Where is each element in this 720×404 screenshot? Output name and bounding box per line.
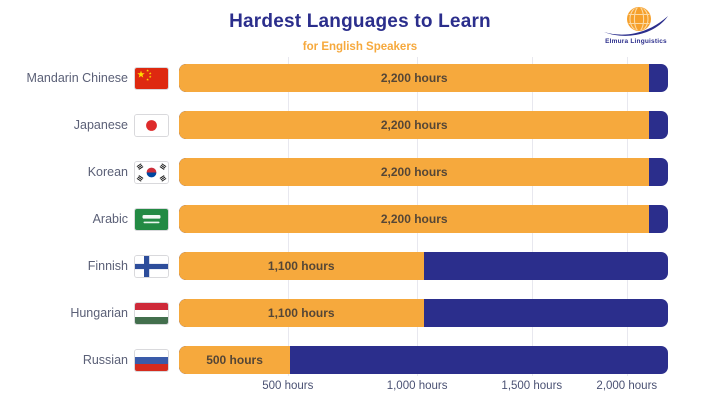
language-label: Mandarin Chinese [26, 71, 128, 85]
bar-fill [179, 346, 291, 374]
language-label: Japanese [73, 118, 128, 132]
language-row: Hungarian 1,100 hours [0, 299, 668, 327]
language-row: Korean 2,200 hours [0, 158, 668, 186]
bar-value-label: 1,100 hours [267, 259, 335, 273]
bar-fill [179, 111, 650, 139]
bar-fill [179, 299, 424, 327]
bar-fill [179, 158, 650, 186]
bar-track: 2,200 hours [179, 111, 668, 139]
language-label: Finnish [87, 259, 128, 273]
language-row: Arabic 2,200 hours [0, 205, 668, 233]
flag-south-korea-icon [135, 161, 168, 183]
language-row: Mandarin Chinese 2,200 hours [0, 64, 668, 92]
page-title: Hardest Languages to Learn [229, 11, 491, 32]
language-label: Hungarian [70, 306, 128, 320]
flag-finland-icon [135, 255, 168, 277]
language-label: Korean [87, 165, 128, 179]
bar-value-label: 2,200 hours [380, 118, 448, 132]
bar-fill [179, 64, 650, 92]
bar-track: 1,100 hours [179, 252, 668, 280]
flag-hungary-icon [135, 302, 168, 324]
page-subtitle: for English Speakers [302, 41, 418, 53]
x-axis-label-1500: 1,500 hours [501, 380, 563, 392]
bar-value-label: 2,200 hours [380, 71, 448, 85]
language-label: Arabic [92, 212, 128, 226]
flag-japan-icon [135, 114, 168, 136]
bar-value-label: 500 hours [206, 353, 263, 367]
flag-china-icon [135, 67, 168, 89]
bar-track: 2,200 hours [179, 64, 668, 92]
bar-value-label: 1,100 hours [267, 306, 335, 320]
brand-logo: Elmura Linguistics [596, 4, 676, 45]
bar-track: 1,100 hours [179, 299, 668, 327]
bar-track: 2,200 hours [179, 158, 668, 186]
x-axis-label-1000: 1,000 hours [386, 380, 448, 392]
flag-saudi-arabia-icon [135, 208, 168, 230]
bar-fill [179, 252, 424, 280]
language-row: Japanese 2,200 hours [0, 111, 668, 139]
flag-russia-icon [135, 349, 168, 371]
x-axis-label-500: 500 hours [262, 380, 314, 392]
language-row: Finnish 1,100 hours [0, 252, 668, 280]
x-axis-label-2000: 2,000 hours [596, 380, 658, 392]
bar-value-label: 2,200 hours [380, 165, 448, 179]
language-label: Russian [82, 353, 128, 367]
brand-name: Elmura Linguistics [605, 38, 667, 45]
bar-value-label: 2,200 hours [380, 212, 448, 226]
language-row: Russian 500 hours [0, 346, 668, 374]
globe-swoosh-icon [596, 4, 676, 40]
bar-track: 500 hours [179, 346, 668, 374]
bar-track: 2,200 hours [179, 205, 668, 233]
bar-fill [179, 205, 650, 233]
